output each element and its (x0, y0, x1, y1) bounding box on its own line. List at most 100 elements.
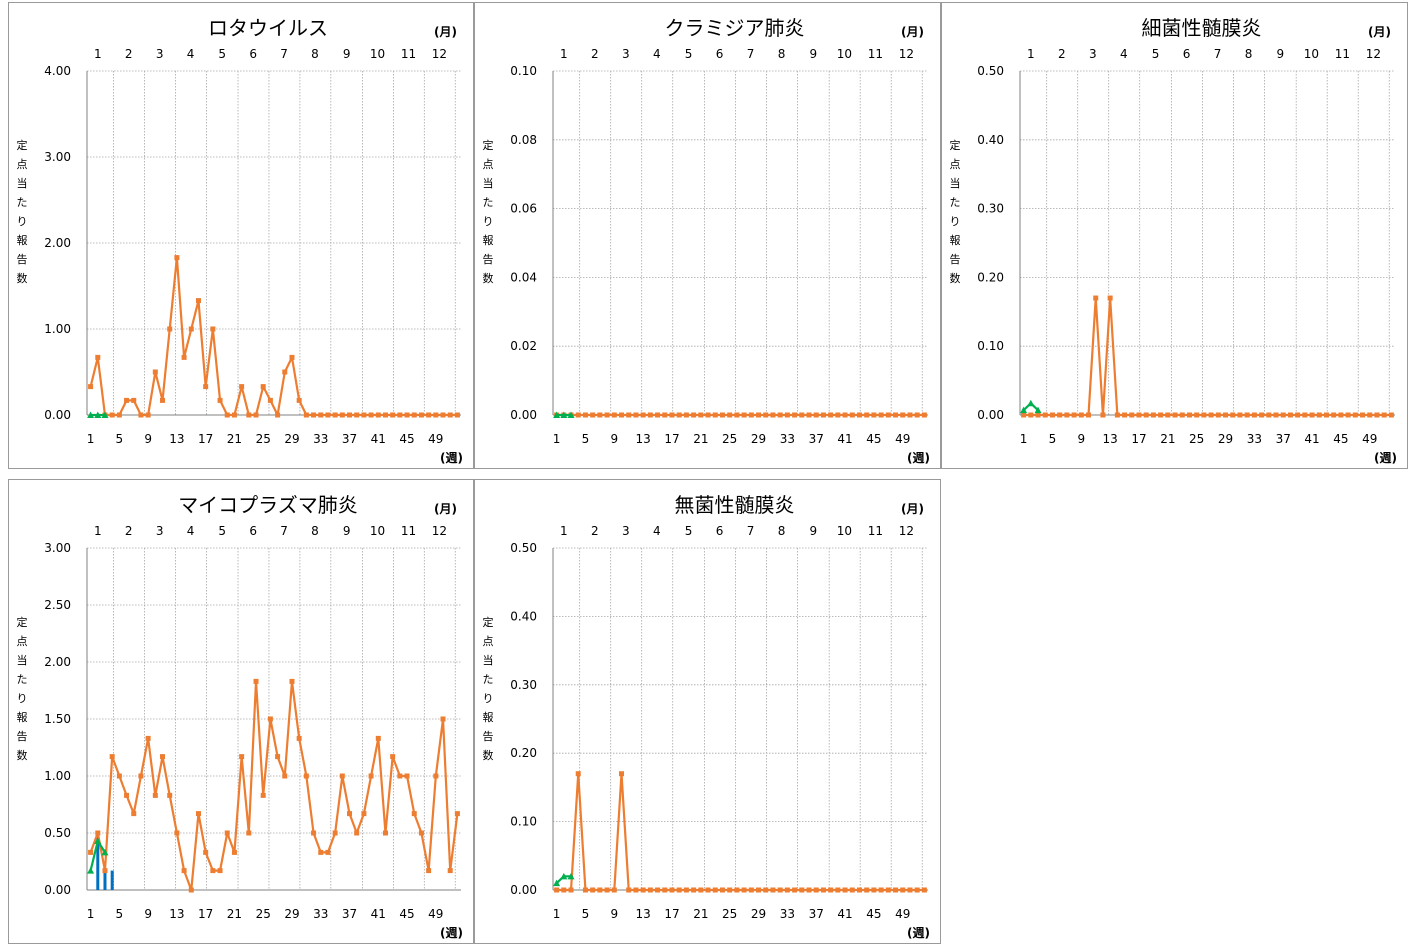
data-point-current (433, 412, 439, 418)
chart-svg: ロタウイルス (月)1 2 3 4 5 6 7 8 9 10 11 120.001.002.003.00… (17, 16, 464, 465)
data-point-current (582, 887, 588, 893)
y-axis-label-char: 当 (17, 653, 28, 667)
data-point-current (575, 412, 581, 418)
data-point-current (361, 412, 367, 418)
data-point-current (756, 887, 762, 893)
chart-panel-chlamydia-pneumonia: クラミジア肺炎 (月) 1 2 3 4 5 6 7 8 9 10 11 12 0.00 0.02 0.04 0.0… (474, 2, 941, 469)
data-point-current (138, 412, 144, 418)
data-point-current (1064, 412, 1070, 418)
data-point-current (275, 412, 281, 418)
data-point-current (885, 412, 891, 418)
x-tick-label: 29 (284, 432, 299, 446)
data-point-current (253, 412, 259, 418)
chart-panel-bacterial-meningitis: 細菌性髄膜炎 (月) 1 2 3 4 5 6 7 8 9 10 11 12 0.00 0.10 0.20 0.30… (941, 2, 1408, 469)
data-point-current (741, 887, 747, 893)
data-point-current (116, 773, 122, 779)
data-point-current (792, 887, 798, 893)
data-point-current (770, 412, 776, 418)
data-point-current (647, 412, 653, 418)
y-axis-label-char: た (483, 673, 494, 686)
data-point-current (669, 887, 675, 893)
month-tick-label: 7 (1214, 47, 1222, 61)
data-point-current (116, 412, 122, 418)
data-point-current (1360, 412, 1366, 418)
month-tick-label: 4 (187, 524, 195, 538)
data-point-current (748, 412, 754, 418)
data-point-current (181, 354, 187, 360)
data-point-current (188, 326, 194, 332)
data-point-current (1309, 412, 1315, 418)
data-point-current (289, 678, 295, 684)
chart-svg: 無菌性髄膜炎 (月)1 2 3 4 5 6 7 8 9 10 11 120.000.100.200.30… (483, 493, 931, 940)
data-point-current (160, 397, 166, 403)
x-tick-label: 37 (1276, 432, 1291, 446)
data-point-current (239, 754, 245, 760)
data-point-current (633, 887, 639, 893)
data-point-current (109, 754, 115, 760)
x-tick-label: 13 (1103, 432, 1118, 446)
data-point-prior (553, 411, 561, 418)
data-point-current (311, 412, 317, 418)
data-point-current (669, 412, 675, 418)
data-point-current (719, 887, 725, 893)
x-tick-label: 41 (837, 432, 852, 446)
data-point-current (404, 412, 410, 418)
data-point-current (1150, 412, 1156, 418)
chart-panel-rotavirus: ロタウイルス (月) 1 2 3 4 5 6 7 8 9 10 11 12 0.00 1.00 2.00 3.00… (8, 2, 474, 469)
data-point-current (1367, 412, 1373, 418)
data-point-current (683, 887, 689, 893)
x-tick-label: 41 (371, 907, 386, 921)
data-point-prior (101, 848, 109, 856)
data-point-current (267, 397, 273, 403)
x-tick-label: 5 (582, 432, 590, 446)
data-point-current (828, 412, 834, 418)
month-tick-label: 5 (218, 524, 226, 538)
data-point-current (1057, 412, 1063, 418)
month-tick-label: 9 (343, 47, 351, 61)
data-point-current (554, 887, 560, 893)
data-point-current (1201, 412, 1207, 418)
data-point-current (799, 412, 805, 418)
x-tick-label: 37 (342, 907, 357, 921)
data-point-prior (1034, 406, 1042, 414)
data-point-current (1208, 412, 1214, 418)
y-axis-label-char: 数 (17, 272, 28, 285)
data-point-current (109, 412, 115, 418)
y-axis-label-char: 告 (17, 730, 28, 743)
month-unit-label: (月) (901, 25, 924, 39)
data-point-current (152, 792, 158, 798)
data-point-current (418, 412, 424, 418)
data-point-current (447, 412, 453, 418)
month-tick-label: 4 (187, 47, 195, 61)
data-point-current (454, 412, 460, 418)
month-tick-label: 6 (716, 47, 724, 61)
chart-title: マイコプラズマ肺炎 (178, 493, 358, 517)
data-point-current (705, 887, 711, 893)
x-tick-label: 5 (116, 432, 124, 446)
data-point-current (1345, 412, 1351, 418)
y-axis-label-char: 報 (483, 711, 494, 724)
data-point-current (426, 868, 432, 874)
data-point-current (124, 397, 130, 403)
x-tick-label: 21 (227, 907, 242, 921)
data-point-current (397, 412, 403, 418)
data-point-current (604, 412, 610, 418)
month-tick-label: 1 (94, 47, 102, 61)
month-tick-label: 10 (837, 524, 852, 538)
x-tick-label: 41 (371, 432, 386, 446)
y-axis-label-char: 告 (483, 253, 494, 266)
x-tick-label: 33 (780, 432, 795, 446)
x-tick-label: 45 (1333, 432, 1348, 446)
data-point-current (296, 735, 302, 741)
y-tick-label: 2.00 (44, 236, 71, 250)
data-point-current (1143, 412, 1149, 418)
data-point-prior (101, 411, 109, 418)
data-point-current (1244, 412, 1250, 418)
data-point-current (433, 773, 439, 779)
data-point-current (871, 887, 877, 893)
month-tick-label: 3 (156, 524, 164, 538)
data-point-current (1331, 412, 1337, 418)
data-point-current (784, 412, 790, 418)
data-point-prior (567, 411, 575, 418)
data-point-current (597, 412, 603, 418)
